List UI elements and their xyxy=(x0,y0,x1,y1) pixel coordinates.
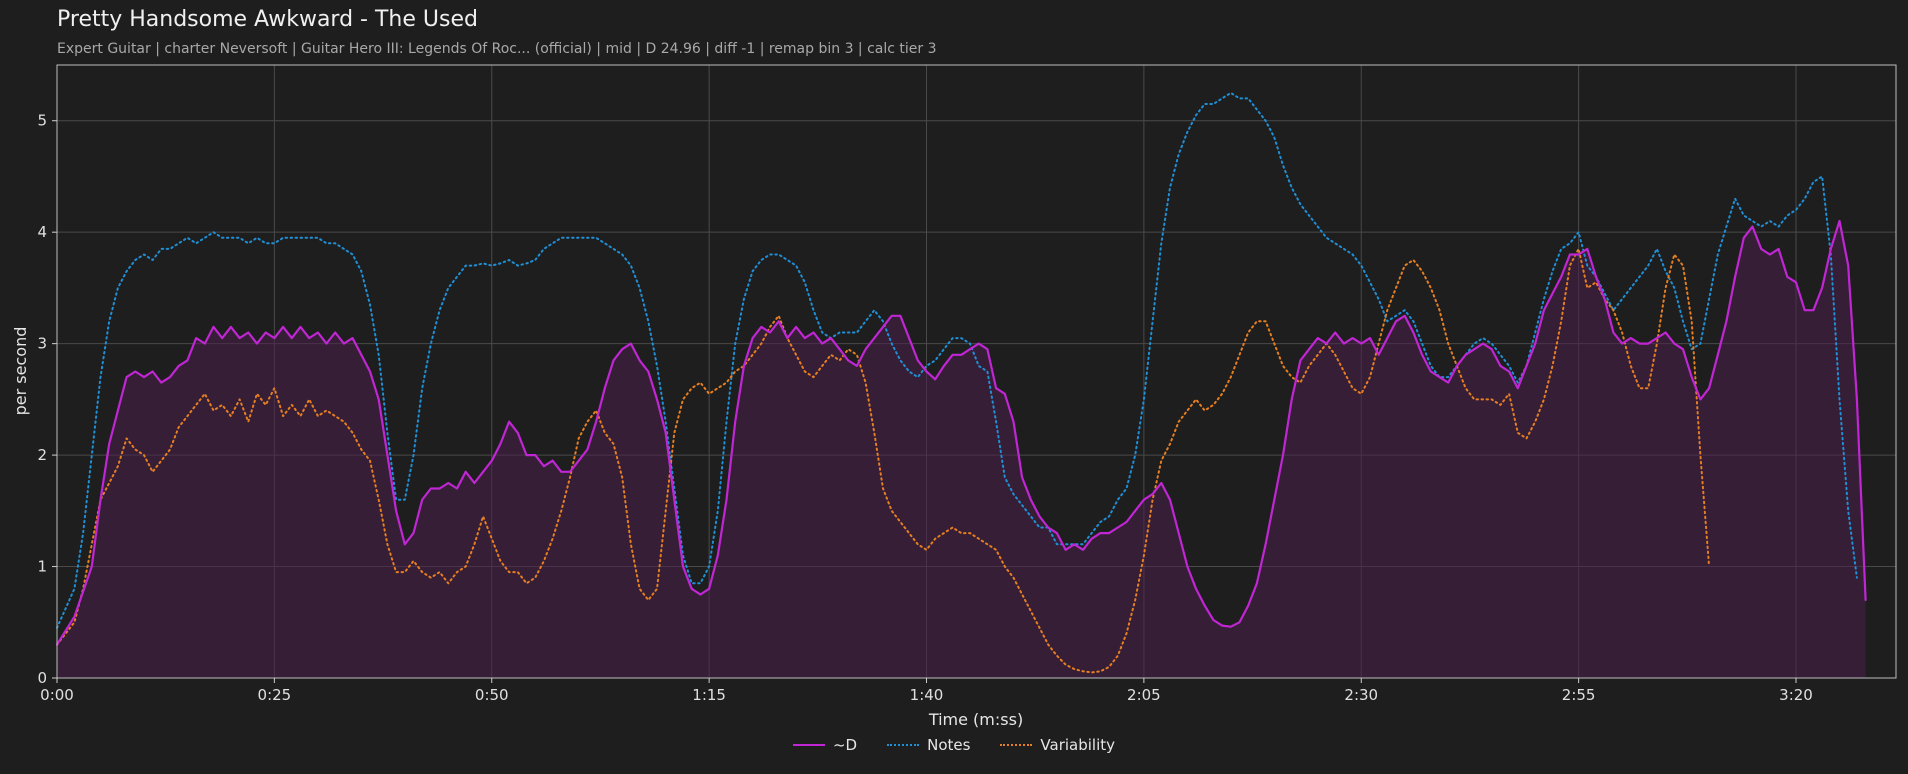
y-axis-label: per second xyxy=(11,327,30,416)
y-tick-label: 3 xyxy=(37,335,47,353)
legend-label-d: ~D xyxy=(832,736,858,754)
legend-swatch-d xyxy=(792,744,825,746)
legend-label-variability: Variability xyxy=(1040,736,1116,754)
chart-axes: 0:00 0:25 0:50 1:15 1:40 2:05 2:30 2:55 3:20 0 1 2 3… xyxy=(37,64,1897,704)
series-area-0 xyxy=(57,221,1866,678)
series-layer xyxy=(55,91,1867,678)
y-tick-label: 0 xyxy=(37,669,47,687)
x-tick-label: 0:25 xyxy=(258,686,292,704)
legend-item-variability[interactable]: Variability xyxy=(1000,736,1115,754)
plot-frame xyxy=(56,64,1897,679)
legend-item-d[interactable]: ~D xyxy=(792,736,858,754)
series-line-2 xyxy=(56,247,1711,674)
x-tick-label: 1:15 xyxy=(692,686,726,704)
chart-legend: ~D Notes Variability xyxy=(0,736,1908,754)
x-axis-label: Time (m:ss) xyxy=(928,710,1023,729)
y-tick-label: 1 xyxy=(37,558,47,576)
x-tick-label: 2:30 xyxy=(1344,686,1378,704)
x-tick-label: 3:20 xyxy=(1779,686,1813,704)
x-tick-label: 2:55 xyxy=(1562,686,1596,704)
y-tick-label: 5 xyxy=(37,112,47,130)
legend-item-notes[interactable]: Notes xyxy=(887,736,970,754)
series-line-1 xyxy=(56,91,1858,629)
y-tick-label: 2 xyxy=(37,446,47,464)
x-tick-label: 0:00 xyxy=(40,686,74,704)
x-tick-label: 1:40 xyxy=(910,686,944,704)
x-tick-label: 2:05 xyxy=(1127,686,1161,704)
legend-swatch-variability xyxy=(1000,744,1033,746)
x-tick-label: 0:50 xyxy=(475,686,509,704)
chart-title: Pretty Handsome Awkward - The Used xyxy=(57,7,478,32)
series-line-0 xyxy=(55,219,1867,646)
legend-swatch-notes xyxy=(887,744,920,746)
chart-subtitle: Expert Guitar | charter Neversoft | Guit… xyxy=(57,41,937,57)
y-tick-label: 4 xyxy=(37,223,47,241)
legend-label-notes: Notes xyxy=(927,736,971,754)
